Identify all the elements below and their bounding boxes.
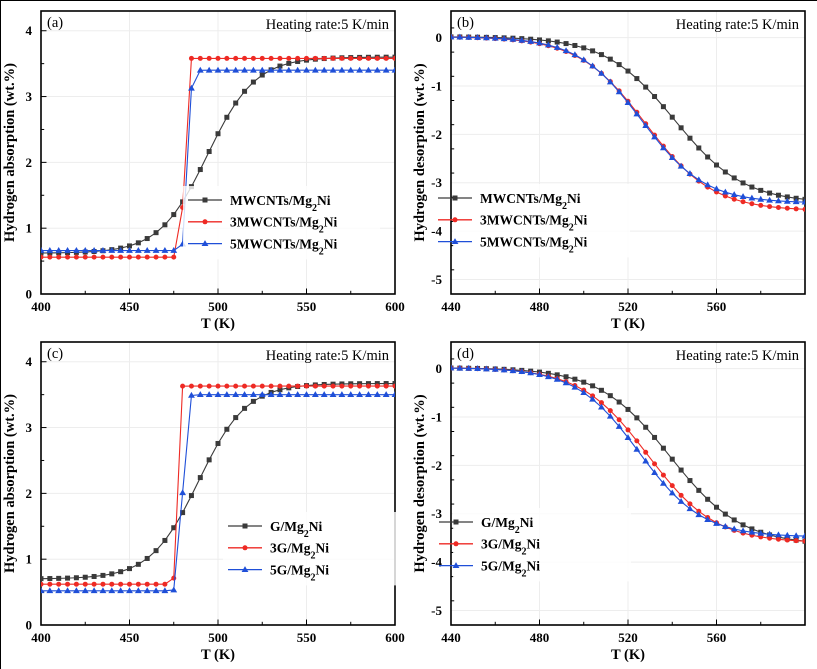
svg-text:1: 1 [26,552,33,567]
svg-text:450: 450 [120,630,140,645]
svg-text:(a): (a) [47,15,63,31]
svg-text:(c): (c) [47,346,63,362]
svg-text:560: 560 [707,630,727,645]
svg-text:3: 3 [26,89,33,104]
svg-text:-5: -5 [431,603,442,618]
svg-text:-2: -2 [431,127,442,142]
svg-text:T (K): T (K) [201,316,235,332]
svg-text:0: 0 [436,30,443,45]
svg-text:Heating rate:5 K/min: Heating rate:5 K/min [676,348,800,364]
svg-text:400: 400 [31,630,51,645]
svg-text:Heating rate:5 K/min: Heating rate:5 K/min [676,17,800,33]
svg-text:550: 550 [297,630,317,645]
svg-text:Hydrogen absorption (wt.%): Hydrogen absorption (wt.%) [2,63,18,242]
svg-text:500: 500 [208,299,228,314]
svg-text:480: 480 [530,630,550,645]
svg-text:440: 440 [441,630,461,645]
svg-text:T (K): T (K) [611,647,645,663]
svg-text:2: 2 [26,155,33,170]
svg-text:0: 0 [436,361,443,376]
svg-text:440: 440 [441,299,461,314]
svg-text:520: 520 [618,630,638,645]
svg-text:1: 1 [26,221,33,236]
svg-text:-3: -3 [431,175,442,190]
svg-text:Heating rate:5 K/min: Heating rate:5 K/min [266,348,390,364]
svg-text:560: 560 [707,299,727,314]
svg-text:Hydrogen desorption (wt.%): Hydrogen desorption (wt.%) [412,394,428,572]
svg-text:0: 0 [26,618,33,633]
svg-text:520: 520 [618,299,638,314]
svg-text:Hydrogen desorption (wt.%): Hydrogen desorption (wt.%) [412,63,428,241]
svg-text:-4: -4 [431,224,442,239]
svg-text:-1: -1 [431,78,442,93]
svg-text:600: 600 [385,299,405,314]
svg-text:Hydrogen absorption (wt.%): Hydrogen absorption (wt.%) [2,394,18,573]
svg-text:T (K): T (K) [611,316,645,332]
svg-text:450: 450 [120,299,140,314]
svg-text:-5: -5 [431,272,442,287]
svg-text:Heating rate:5 K/min: Heating rate:5 K/min [266,17,390,33]
svg-text:3: 3 [26,420,33,435]
svg-text:550: 550 [297,299,317,314]
svg-text:-3: -3 [431,506,442,521]
svg-text:600: 600 [385,630,405,645]
svg-text:500: 500 [208,630,228,645]
svg-text:0: 0 [26,287,33,302]
svg-text:-2: -2 [431,458,442,473]
svg-text:4: 4 [26,23,33,38]
svg-text:400: 400 [31,299,51,314]
svg-text:(d): (d) [457,346,474,362]
svg-text:4: 4 [26,354,33,369]
svg-text:-4: -4 [431,555,442,570]
svg-text:(b): (b) [457,15,474,31]
svg-text:-1: -1 [431,409,442,424]
svg-text:480: 480 [530,299,550,314]
svg-text:2: 2 [26,486,33,501]
svg-text:T (K): T (K) [201,647,235,663]
